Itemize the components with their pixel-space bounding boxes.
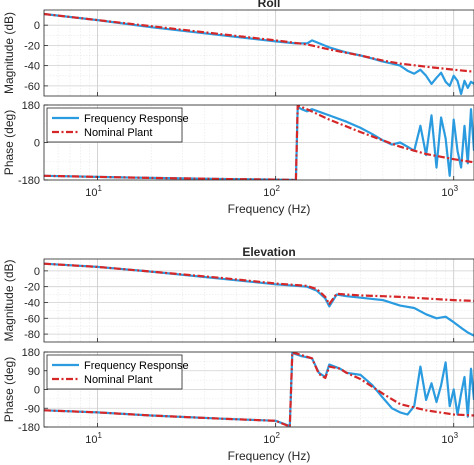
y-tick-label: -180 bbox=[18, 422, 40, 434]
legend-label: Frequency Response bbox=[84, 360, 189, 372]
axes-box bbox=[43, 258, 474, 343]
y-tick-label: -60 bbox=[24, 313, 40, 325]
y-tick-label: 0 bbox=[34, 266, 40, 278]
y-tick-label: 180 bbox=[22, 347, 40, 359]
series-group bbox=[44, 352, 474, 427]
legend: Frequency Response Nominal Plant bbox=[46, 107, 189, 143]
y-axis-label: Magnitude (dB) bbox=[2, 12, 16, 94]
y-tick-label: 90 bbox=[28, 366, 40, 378]
y-tick-label: -80 bbox=[24, 329, 40, 341]
legend-label: Nominal Plant bbox=[84, 127, 152, 139]
y-tick-label: -20 bbox=[24, 40, 40, 52]
axes-box bbox=[43, 9, 474, 97]
plot-area bbox=[44, 10, 474, 96]
chart-title: Roll bbox=[258, 0, 281, 10]
x-axis-label: Frequency (Hz) bbox=[228, 202, 311, 216]
y-tick-label: 0 bbox=[34, 138, 40, 150]
chart-title: Elevation bbox=[242, 245, 295, 259]
y-axis-label: Phase (deg) bbox=[2, 357, 16, 422]
x-tick-label: 101 bbox=[85, 431, 102, 446]
series-group bbox=[44, 12, 474, 96]
series-group bbox=[44, 105, 474, 180]
y-tick-label: 0 bbox=[34, 385, 40, 397]
x-tick-label: 103 bbox=[441, 184, 458, 199]
x-tick-label: 102 bbox=[263, 184, 280, 199]
y-axis-label: Phase (deg) bbox=[2, 110, 16, 175]
x-tick-label: 101 bbox=[85, 184, 102, 199]
legend-label: Frequency Response bbox=[84, 113, 189, 125]
nominal-plant-line bbox=[44, 105, 474, 180]
y-tick-label: 180 bbox=[22, 100, 40, 112]
legend: Frequency Response Nominal Plant bbox=[46, 354, 189, 390]
legend-box bbox=[46, 354, 183, 390]
nominal-plant-line bbox=[44, 352, 474, 427]
x-tick-label: 103 bbox=[441, 431, 458, 446]
y-tick-label: -180 bbox=[18, 175, 40, 187]
y-tick-label: -90 bbox=[24, 403, 40, 415]
chart-panel-1: 0 -20 -40 -60 Roll Magnitude (dB) bbox=[2, 0, 474, 97]
series-group bbox=[44, 262, 474, 337]
nominal-plant-line bbox=[44, 262, 474, 306]
y-tick-label: -40 bbox=[24, 297, 40, 309]
x-axis-label: Frequency (Hz) bbox=[228, 449, 311, 463]
y-tick-label: -60 bbox=[24, 81, 40, 93]
chart-panel-4: 180 90 0 -90 -180 101 102 103 Frequency (Hz) Phas… bbox=[2, 347, 474, 463]
legend-label: Nominal Plant bbox=[84, 374, 152, 386]
y-tick-label: -20 bbox=[24, 282, 40, 294]
legend-box bbox=[46, 107, 183, 143]
y-tick-label: -40 bbox=[24, 61, 40, 73]
chart-panel-3: 0 -20 -40 -60 -80 Elevation Magnitude (dB) bbox=[2, 245, 474, 343]
plot-area bbox=[44, 259, 474, 342]
x-tick-label: 102 bbox=[263, 431, 280, 446]
y-axis-label: Magnitude (dB) bbox=[2, 259, 16, 341]
y-tick-label: 0 bbox=[34, 20, 40, 32]
chart-panel-2: 180 0 -180 101 102 103 Frequency (Hz) Phase (de… bbox=[2, 100, 474, 216]
nominal-plant-line bbox=[44, 12, 474, 73]
